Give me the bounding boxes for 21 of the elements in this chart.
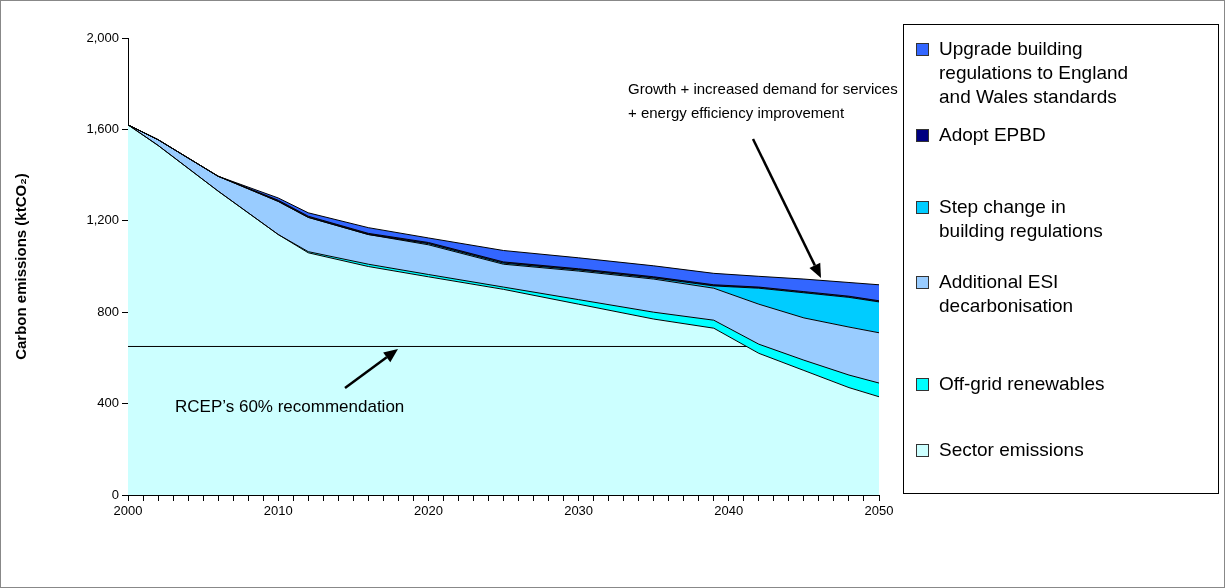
- x-tick-label: 2030: [564, 503, 594, 519]
- y-tick-label: 0: [111, 486, 119, 502]
- y-tick-label: 1,200: [86, 212, 119, 228]
- ref-line-label: RCEP’s 60% recommendation: [175, 397, 405, 417]
- x-tick-label: 2040: [714, 503, 744, 519]
- y-tick-label: 2,000: [86, 29, 119, 45]
- y-axis-title: Carbon emissions (ktCO₂): [12, 173, 30, 360]
- legend-label: Additional ESI decarbonisation: [939, 270, 1075, 318]
- y-tick-label: 400: [97, 395, 119, 411]
- x-tick-label: 2010: [263, 503, 293, 519]
- text: Sector emissions: [939, 438, 1085, 462]
- x-tick-label: 2000: [113, 503, 143, 519]
- x-tick-label: 2020: [413, 503, 443, 519]
- y-tick-label: 1,600: [86, 120, 119, 136]
- legend-label: Off-grid renewables: [939, 372, 1106, 396]
- legend-label: Upgrade building regulations to England and Wales standards: [939, 37, 1130, 109]
- legend-label: Step change in building regulations: [939, 195, 1104, 243]
- y-tick-label: 800: [97, 303, 119, 319]
- x-tick-label: 2050: [864, 503, 894, 519]
- legend-label: Adopt EPBD: [939, 123, 1047, 147]
- annotation: Growth + increased demand for services + energy efficiency improvement: [628, 80, 898, 121]
